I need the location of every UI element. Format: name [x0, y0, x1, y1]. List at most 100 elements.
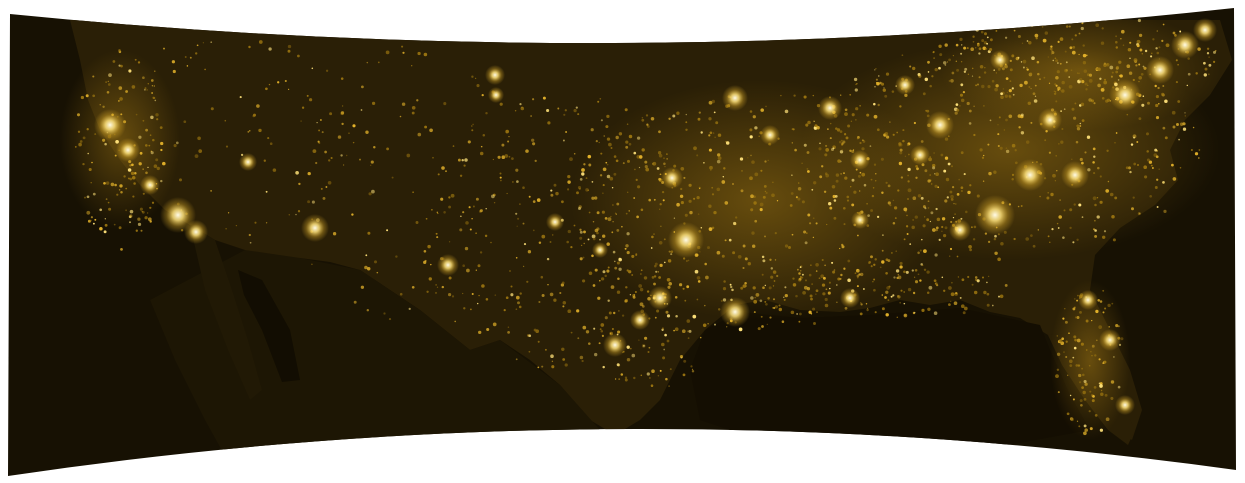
city-glow: [94, 109, 126, 141]
light-dot: [664, 166, 665, 167]
light-dot: [904, 314, 908, 318]
light-dot: [773, 307, 775, 309]
light-dot: [1099, 78, 1101, 80]
light-dot: [361, 109, 363, 111]
light-dot: [1095, 310, 1098, 313]
light-dot: [1025, 237, 1029, 241]
light-dot: [872, 281, 873, 282]
light-dot: [953, 217, 954, 218]
light-dot: [792, 142, 793, 143]
light-dot: [659, 154, 663, 158]
light-dot: [269, 84, 270, 85]
light-dot: [1078, 425, 1080, 427]
light-dot: [528, 334, 531, 337]
light-dot: [1077, 339, 1081, 343]
light-dot: [529, 196, 531, 198]
light-dot: [801, 163, 802, 164]
light-dot: [876, 79, 878, 81]
light-dot: [835, 195, 838, 198]
light-dot: [1150, 55, 1152, 57]
light-dot: [1065, 321, 1068, 324]
light-dot: [160, 142, 163, 145]
light-dot: [1094, 354, 1096, 356]
light-dot: [472, 293, 474, 295]
light-dot: [763, 196, 766, 199]
light-dot: [599, 342, 601, 344]
light-dot: [1099, 358, 1101, 360]
light-dot: [1035, 96, 1036, 97]
light-dot: [442, 286, 444, 288]
light-dot: [197, 136, 201, 140]
light-dot: [584, 243, 585, 244]
city-glow: [668, 222, 704, 258]
light-dot: [119, 226, 122, 229]
light-dot: [323, 197, 326, 200]
light-dot: [1005, 284, 1008, 287]
light-dot: [108, 208, 111, 211]
light-dot: [826, 150, 827, 151]
light-dot: [1021, 131, 1024, 134]
light-dot: [135, 59, 137, 61]
light-dot: [118, 100, 120, 102]
light-dot: [639, 167, 640, 168]
light-dot: [99, 227, 103, 231]
light-dot: [529, 351, 531, 353]
light-dot: [606, 270, 609, 273]
light-dot: [1204, 73, 1207, 76]
light-dot: [295, 171, 299, 175]
light-dot: [857, 235, 859, 237]
light-dot: [897, 295, 900, 298]
light-dot: [148, 83, 149, 84]
light-dot: [1072, 51, 1076, 55]
light-dot: [561, 348, 564, 351]
light-dot: [815, 124, 818, 127]
city-glow: [116, 138, 140, 162]
light-dot: [136, 230, 138, 232]
light-dot: [968, 74, 969, 75]
light-dot: [822, 292, 825, 295]
light-dot: [685, 121, 687, 123]
light-dot: [973, 238, 975, 240]
light-dot: [418, 133, 422, 137]
light-dot: [435, 284, 437, 286]
light-dot: [947, 196, 949, 198]
light-dot: [1113, 238, 1116, 241]
light-dot: [392, 177, 394, 179]
light-dot: [692, 370, 694, 372]
light-dot: [466, 269, 470, 273]
light-dot: [902, 140, 904, 142]
light-dot: [1097, 215, 1100, 218]
light-dot: [1138, 81, 1139, 82]
light-dot: [578, 207, 581, 210]
light-dot: [1087, 136, 1090, 139]
light-dot: [874, 86, 876, 88]
light-dot: [957, 256, 959, 258]
light-dot: [732, 183, 734, 185]
light-dot: [541, 235, 545, 239]
light-dot: [841, 149, 842, 150]
light-dot: [367, 267, 370, 270]
light-dot: [631, 255, 634, 258]
light-dot: [80, 140, 83, 143]
light-dot: [751, 160, 755, 164]
light-dot: [832, 271, 835, 274]
light-dot: [132, 85, 136, 89]
light-dot: [1055, 374, 1059, 378]
light-dot: [791, 311, 795, 315]
light-dot: [1157, 206, 1159, 208]
light-dot: [1057, 369, 1059, 371]
light-dot: [608, 143, 612, 147]
light-dot: [203, 42, 204, 43]
light-dot: [785, 294, 788, 297]
light-dot: [570, 246, 572, 248]
light-dot: [485, 112, 487, 114]
light-dot: [547, 121, 550, 124]
light-dot: [576, 191, 579, 194]
light-dot: [386, 51, 390, 55]
light-dot: [90, 182, 91, 183]
light-dot: [930, 221, 931, 222]
light-dot: [853, 149, 854, 150]
light-dot: [970, 47, 974, 51]
light-dot: [1173, 126, 1176, 129]
light-dot: [915, 177, 917, 179]
